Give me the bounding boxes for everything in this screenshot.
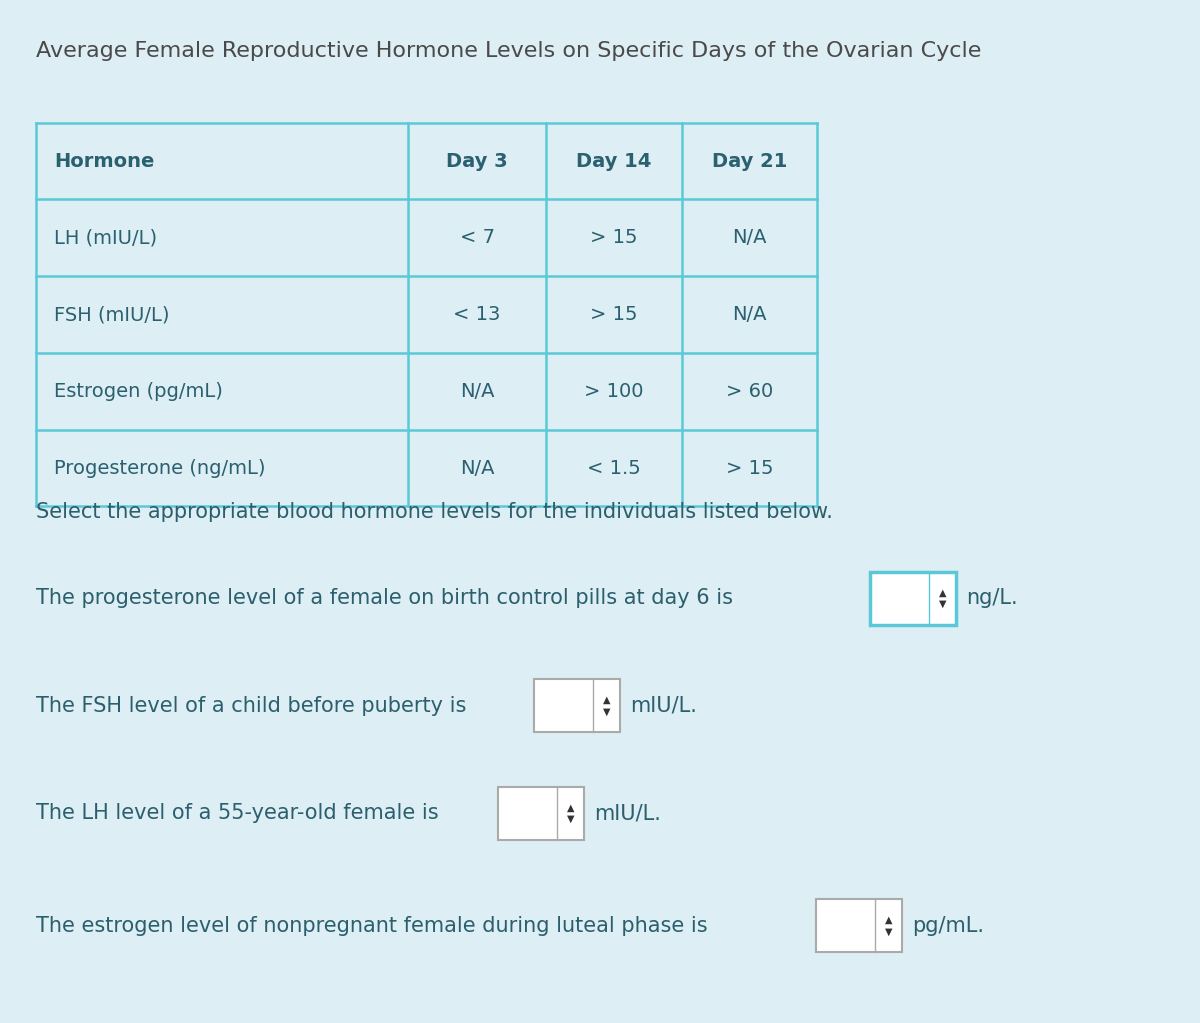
Text: > 15: > 15 <box>590 228 637 248</box>
Text: The LH level of a 55-year-old female is: The LH level of a 55-year-old female is <box>36 803 439 824</box>
Text: Average Female Reproductive Hormone Levels on Specific Days of the Ovarian Cycle: Average Female Reproductive Hormone Leve… <box>36 41 982 61</box>
Text: The progesterone level of a female on birth control pills at day 6 is: The progesterone level of a female on bi… <box>36 588 733 609</box>
Text: > 15: > 15 <box>726 458 773 478</box>
Text: ▲
▼: ▲ ▼ <box>938 587 947 610</box>
FancyBboxPatch shape <box>534 679 620 732</box>
Text: Day 21: Day 21 <box>712 151 787 171</box>
Text: mIU/L.: mIU/L. <box>594 803 661 824</box>
Text: Estrogen (pg/mL): Estrogen (pg/mL) <box>54 382 223 401</box>
Text: mIU/L.: mIU/L. <box>630 696 697 716</box>
Text: ▲
▼: ▲ ▼ <box>884 915 893 937</box>
Text: LH (mIU/L): LH (mIU/L) <box>54 228 157 248</box>
Text: < 13: < 13 <box>454 305 500 324</box>
Text: N/A: N/A <box>460 458 494 478</box>
Text: > 15: > 15 <box>590 305 637 324</box>
Text: FSH (mIU/L): FSH (mIU/L) <box>54 305 169 324</box>
Text: Day 14: Day 14 <box>576 151 652 171</box>
Text: pg/mL.: pg/mL. <box>912 916 984 936</box>
Text: Hormone: Hormone <box>54 151 155 171</box>
FancyBboxPatch shape <box>816 899 902 952</box>
Text: N/A: N/A <box>732 228 767 248</box>
Text: > 60: > 60 <box>726 382 773 401</box>
Text: The estrogen level of nonpregnant female during luteal phase is: The estrogen level of nonpregnant female… <box>36 916 708 936</box>
Text: ng/L.: ng/L. <box>966 588 1018 609</box>
Text: > 100: > 100 <box>584 382 643 401</box>
Text: Day 3: Day 3 <box>446 151 508 171</box>
Text: The FSH level of a child before puberty is: The FSH level of a child before puberty … <box>36 696 467 716</box>
Text: < 7: < 7 <box>460 228 494 248</box>
FancyBboxPatch shape <box>870 572 956 625</box>
Text: ▲
▼: ▲ ▼ <box>602 695 611 717</box>
Text: N/A: N/A <box>732 305 767 324</box>
Text: Select the appropriate blood hormone levels for the individuals listed below.: Select the appropriate blood hormone lev… <box>36 501 833 522</box>
Text: ▲
▼: ▲ ▼ <box>566 802 575 825</box>
Text: Progesterone (ng/mL): Progesterone (ng/mL) <box>54 458 265 478</box>
Text: N/A: N/A <box>460 382 494 401</box>
Text: < 1.5: < 1.5 <box>587 458 641 478</box>
FancyBboxPatch shape <box>498 787 584 840</box>
